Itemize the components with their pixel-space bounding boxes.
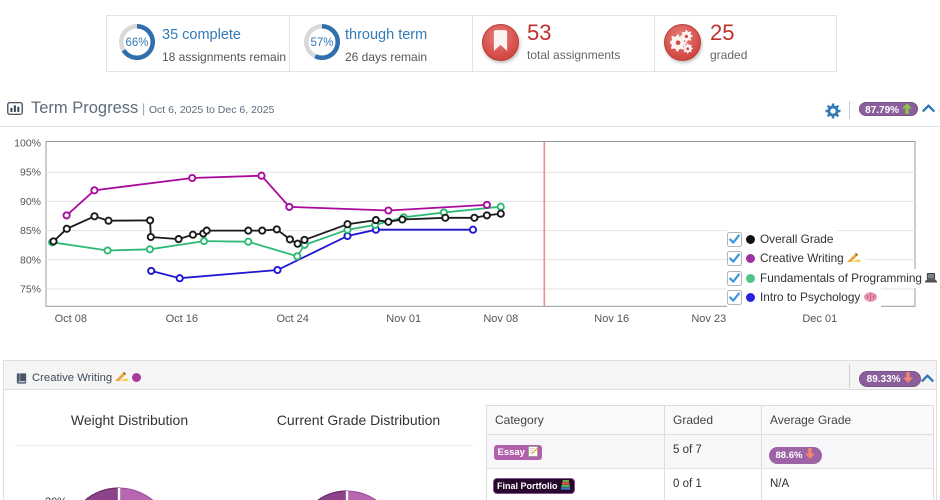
svg-text:Nov 16: Nov 16 (594, 313, 629, 325)
svg-text:95%: 95% (20, 167, 41, 179)
svg-text:75%: 75% (20, 284, 41, 296)
svg-text:85%: 85% (20, 225, 41, 237)
svg-text:100%: 100% (14, 138, 41, 150)
svg-text:Nov 08: Nov 08 (483, 313, 518, 325)
svg-text:Nov 23: Nov 23 (691, 313, 726, 325)
svg-text:Nov 01: Nov 01 (386, 313, 421, 325)
svg-text:66%: 66% (125, 37, 148, 49)
svg-text:90%: 90% (20, 196, 41, 208)
svg-text:57%: 57% (310, 37, 333, 49)
svg-text:Oct 08: Oct 08 (55, 313, 87, 325)
svg-text:Oct 24: Oct 24 (276, 313, 308, 325)
svg-text:Dec 01: Dec 01 (802, 313, 837, 325)
svg-text:80%: 80% (20, 254, 41, 266)
svg-text:Oct 16: Oct 16 (166, 313, 198, 325)
